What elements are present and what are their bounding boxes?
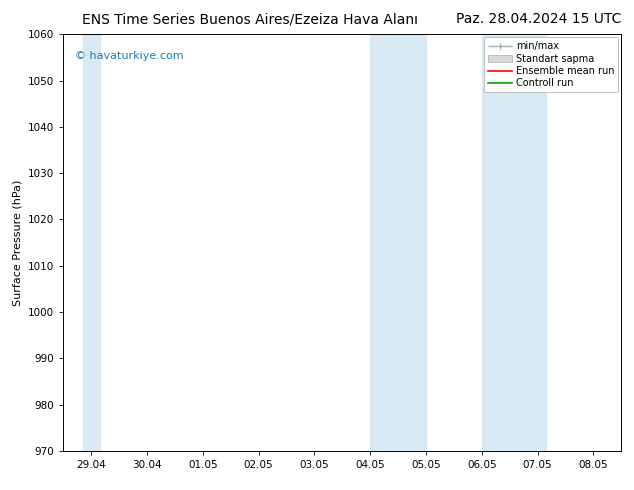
Text: © havaturkiye.com: © havaturkiye.com xyxy=(75,51,183,61)
Text: ENS Time Series Buenos Aires/Ezeiza Hava Alanı: ENS Time Series Buenos Aires/Ezeiza Hava… xyxy=(82,12,418,26)
Legend: min/max, Standart sapma, Ensemble mean run, Controll run: min/max, Standart sapma, Ensemble mean r… xyxy=(484,37,618,92)
Bar xyxy=(482,34,546,451)
Y-axis label: Surface Pressure (hPa): Surface Pressure (hPa) xyxy=(13,179,23,306)
Bar xyxy=(370,34,426,451)
Text: Paz. 28.04.2024 15 UTC: Paz. 28.04.2024 15 UTC xyxy=(456,12,621,26)
Bar xyxy=(83,34,100,451)
